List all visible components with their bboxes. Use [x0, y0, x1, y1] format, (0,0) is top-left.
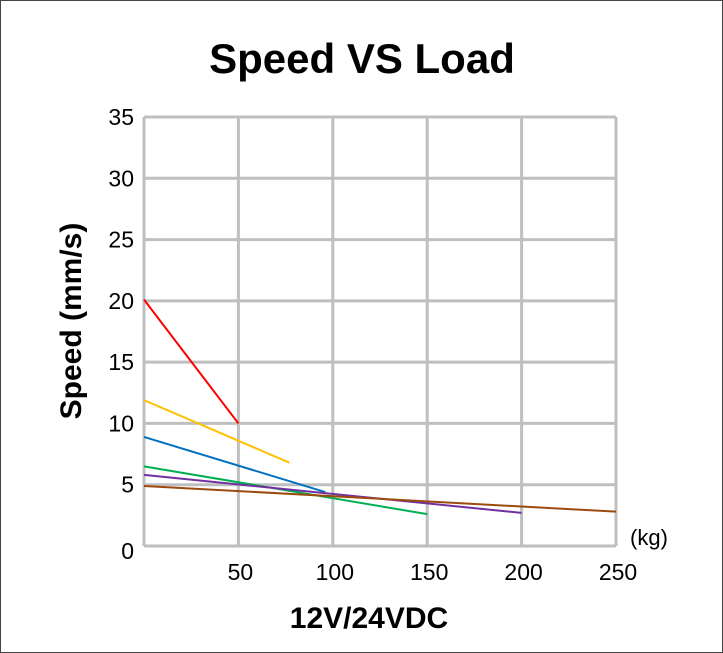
y-tick-label: 30 [108, 165, 134, 191]
series-line [143, 299, 240, 425]
y-tick-label: 20 [108, 288, 134, 314]
x-tick-label: 150 [410, 559, 448, 585]
series-line [143, 484, 617, 513]
series-line [143, 435, 326, 494]
x-tick-label: 50 [228, 559, 254, 585]
x-tick-label: 200 [504, 559, 542, 585]
series-line [143, 465, 428, 516]
y-tick-label: 5 [121, 472, 134, 498]
y-tick-label: 10 [108, 410, 134, 436]
x-tick-label: 250 [599, 559, 637, 585]
x-axis-label: 12V/24VDC [290, 602, 448, 635]
series-line [143, 399, 290, 464]
series-line [143, 473, 522, 514]
chart-title: Speed VS Load [209, 35, 515, 82]
x-unit-label: (kg) [630, 525, 668, 550]
y-axis-label: Speed (mm/s) [55, 223, 88, 420]
x-tick-label: 100 [316, 559, 354, 585]
y-tick-label: 35 [108, 104, 134, 130]
y-tick-label: 0 [121, 538, 134, 564]
y-tick-label: 15 [108, 349, 134, 375]
y-tick-label: 25 [108, 227, 134, 253]
